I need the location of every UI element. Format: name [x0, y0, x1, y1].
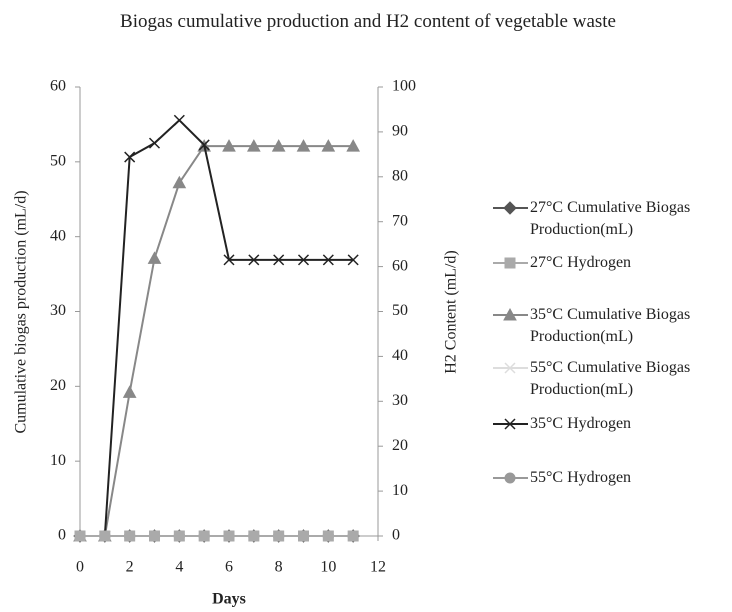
marker: [149, 530, 160, 542]
y2-axis-label: H2 Content (mL/d): [443, 250, 460, 374]
legend-marker: [504, 362, 516, 374]
y2-tick-label: 50: [392, 302, 408, 319]
marker: [346, 139, 361, 152]
marker: [297, 254, 310, 266]
legend-label: 27°C Hydrogen: [530, 254, 632, 271]
x-tick-label: 0: [76, 559, 84, 576]
y-axis-label: Cumulative biogas production (mL/d): [13, 190, 30, 433]
y2-tick-label: 40: [392, 347, 408, 364]
marker: [296, 139, 311, 152]
y-tick-label: 10: [50, 452, 66, 469]
marker: [148, 137, 161, 149]
series-line: [80, 118, 354, 537]
legend-label: 55°C Hydrogen: [530, 469, 632, 486]
marker: [222, 139, 236, 152]
legend-marker: [503, 201, 517, 215]
marker: [273, 254, 285, 266]
series-line: [80, 145, 354, 537]
marker: [74, 530, 86, 542]
marker: [223, 254, 235, 266]
chart-title: Biogas cumulative production and H2 cont…: [120, 11, 616, 32]
x-tick-label: 12: [370, 559, 386, 576]
x-tick-label: 10: [320, 559, 336, 576]
y-tick-label: 50: [50, 153, 66, 170]
marker: [347, 530, 359, 542]
y-tick-label: 0: [58, 527, 66, 544]
marker: [99, 530, 111, 542]
marker: [298, 530, 309, 542]
marker: [321, 139, 336, 152]
marker: [271, 139, 286, 152]
marker: [147, 251, 162, 264]
y2-tick-label: 0: [392, 527, 400, 544]
marker: [124, 151, 136, 163]
x-tick-label: 6: [225, 559, 233, 576]
marker: [172, 175, 187, 189]
x-axis-label: Days: [212, 591, 246, 608]
legend-label: 35°C Hydrogen: [530, 415, 632, 432]
marker: [322, 254, 334, 266]
y2-tick-label: 90: [392, 123, 408, 140]
y-tick-label: 30: [50, 302, 66, 319]
marker: [198, 139, 210, 151]
marker: [173, 114, 185, 126]
marker: [122, 385, 137, 398]
y2-tick-label: 80: [392, 167, 408, 184]
legend-marker: [504, 472, 516, 484]
marker: [198, 530, 210, 542]
x-tick-label: 8: [275, 559, 283, 576]
y2-tick-label: 70: [392, 212, 408, 229]
y-tick-label: 20: [50, 377, 66, 394]
y2-tick-label: 30: [392, 392, 408, 409]
y-tick-label: 60: [50, 78, 66, 95]
marker: [246, 139, 261, 152]
x-tick-label: 2: [126, 559, 134, 576]
y2-tick-label: 100: [392, 78, 416, 95]
y2-tick-label: 20: [392, 437, 408, 454]
marker: [322, 530, 334, 542]
marker: [124, 530, 136, 542]
y2-tick-label: 60: [392, 257, 408, 274]
y-tick-label: 40: [50, 227, 66, 244]
marker: [223, 530, 235, 542]
legend-label: 55°C Cumulative Biogas Production(mL): [530, 359, 691, 398]
marker: [173, 530, 185, 542]
legend-marker: [504, 418, 516, 430]
marker: [248, 530, 260, 542]
marker: [347, 254, 359, 266]
marker: [248, 254, 260, 266]
legend-marker: [503, 307, 517, 321]
y2-tick-label: 10: [392, 482, 408, 499]
legend-marker: [504, 257, 516, 269]
marker: [273, 530, 285, 542]
legend-label: 35°C Cumulative Biogas Production(mL): [530, 306, 691, 345]
x-tick-label: 4: [175, 559, 183, 576]
legend-label: 27°C Cumulative Biogas Production(mL): [530, 199, 691, 238]
